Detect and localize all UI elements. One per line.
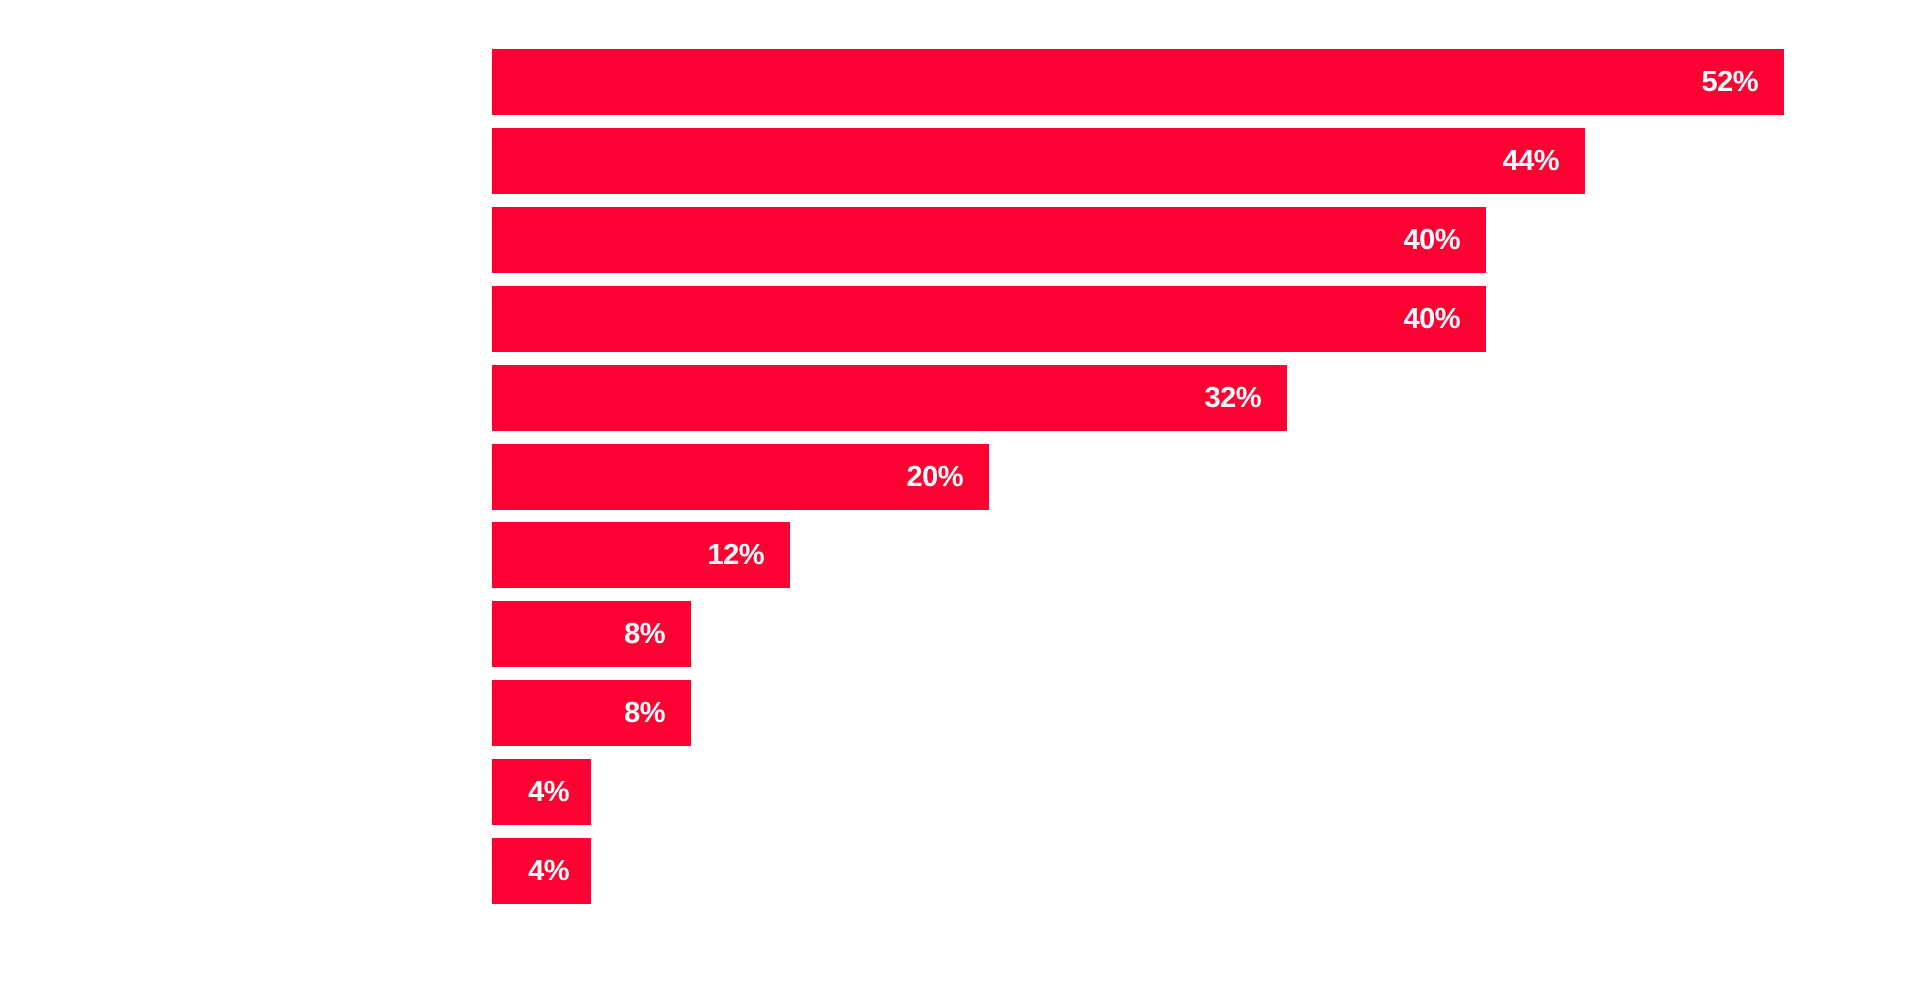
bar: 40% <box>492 286 1486 352</box>
bar-value-label: 44% <box>1502 144 1559 177</box>
bar-value-label: 32% <box>1204 381 1261 414</box>
bar-value-label: 40% <box>1403 223 1460 256</box>
bar: 32% <box>492 365 1287 431</box>
bar: 12% <box>492 522 790 588</box>
bar: 44% <box>492 128 1585 194</box>
bar: 40% <box>492 207 1486 273</box>
bar: 52% <box>492 49 1784 115</box>
bar-value-label: 20% <box>906 460 963 493</box>
bar: 4% <box>492 759 591 825</box>
bar-value-label: 4% <box>528 775 569 808</box>
bar: 4% <box>492 838 591 904</box>
bar-value-label: 8% <box>624 696 665 729</box>
bar-value-label: 8% <box>624 617 665 650</box>
bar-value-label: 12% <box>707 538 764 571</box>
bar-value-label: 4% <box>528 854 569 887</box>
bar: 8% <box>492 601 691 667</box>
bar-value-label: 40% <box>1403 302 1460 335</box>
bar: 8% <box>492 680 691 746</box>
bar-value-label: 52% <box>1701 65 1758 98</box>
bar: 20% <box>492 444 989 510</box>
